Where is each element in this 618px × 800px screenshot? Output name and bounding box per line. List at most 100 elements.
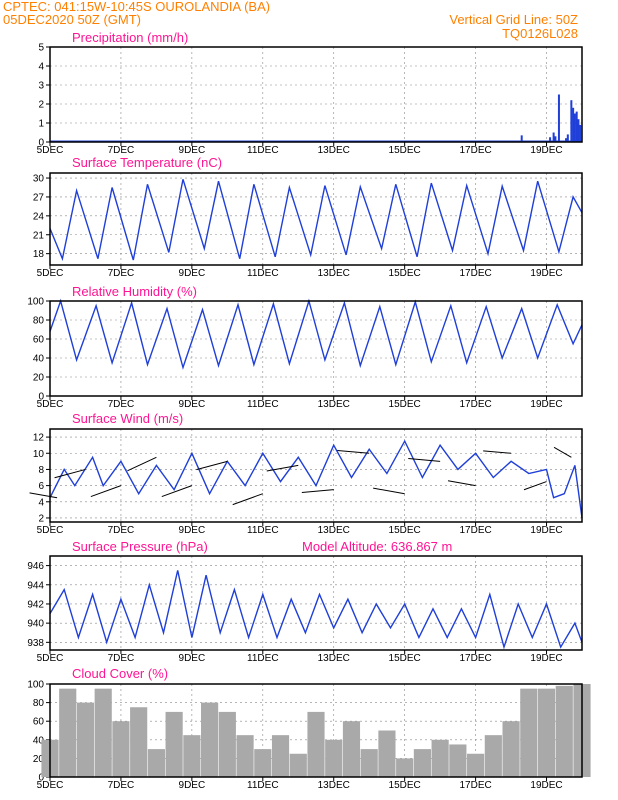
cloud-cloud-bar (94, 688, 112, 777)
wind-xtick-label: 19DEC (530, 525, 562, 536)
cloud-xtick-label: 19DEC (530, 780, 562, 791)
pressure-xtick-label: 11DEC (247, 653, 279, 664)
cloud-cloud-bar (449, 744, 467, 777)
cloud-cloud-bar (307, 711, 325, 777)
precip-xtick-label: 17DEC (459, 145, 491, 156)
wind-wind-arrow (29, 492, 58, 499)
cloud-cloud-bar (76, 702, 95, 777)
precip-xtick-label: 11DEC (247, 145, 279, 156)
cloud-cloud-bar (396, 758, 414, 777)
cloud-ytick-label: 60 (33, 717, 45, 728)
humidity-xtick-label: 13DEC (318, 399, 350, 410)
cloud-ytick-label: 20 (33, 754, 45, 765)
cloud-title: Cloud Cover (%) (72, 666, 168, 681)
cloud-ytick-label: 0 (38, 773, 44, 784)
header-right-line2: TQ0126L028 (502, 26, 578, 41)
wind-xtick-label: 9DEC (179, 525, 206, 536)
temperature-panel: 18 21 24 27 30 5DEC 7DEC 9DEC 11DEC 13DEC 15DEC 17D… (33, 172, 583, 279)
cloud-cloud-bar (520, 688, 538, 777)
precip-bar (557, 94, 560, 142)
temperature-series-line (49, 179, 583, 262)
temperature-xtick-label: 9DEC (179, 268, 206, 279)
temperature-ytick-label: 24 (33, 211, 45, 222)
humidity-xtick-label: 11DEC (247, 399, 279, 410)
cloud-cloud-bar (537, 688, 556, 777)
precip-ytick-label: 5 (38, 43, 44, 54)
wind-xtick-label: 5DEC (37, 525, 64, 536)
cloud-cloud-bar (218, 711, 236, 777)
wind-wind-arrow (127, 456, 157, 472)
pressure-xtick-label: 9DEC (179, 653, 206, 664)
wind-xtick-label: 17DEC (459, 525, 491, 536)
precip-bar (579, 124, 582, 142)
precip-xtick-label: 5DEC (37, 145, 64, 156)
precip-bar (572, 107, 575, 142)
cloud-cloud-bar (360, 749, 378, 777)
humidity-series-line (49, 298, 583, 370)
wind-ytick-label: 4 (38, 497, 44, 508)
wind-wind-arrow (373, 487, 405, 495)
wind-series-line (49, 439, 583, 519)
wind-wind-arrow (337, 449, 370, 454)
precip-xtick-label: 13DEC (318, 145, 350, 156)
cloud-cloud-bar (147, 749, 165, 777)
temperature-ytick-label: 30 (33, 174, 45, 185)
precip-bar (554, 136, 557, 142)
cloud-ytick-label: 80 (33, 698, 45, 709)
temperature-xtick-label: 11DEC (247, 268, 279, 279)
cloud-frame (49, 683, 583, 778)
temperature-xtick-label: 7DEC (108, 268, 135, 279)
cloud-cloud-bar (289, 753, 307, 777)
cloud-xtick-label: 17DEC (459, 780, 491, 791)
humidity-ytick-label: 60 (33, 335, 45, 346)
precip-ytick-label: 2 (38, 100, 44, 111)
precip-bar (520, 135, 523, 142)
cloud-cloud-bar (502, 721, 520, 777)
wind-ytick-label: 2 (38, 513, 44, 524)
humidity-xtick-label: 9DEC (179, 399, 206, 410)
wind-title: Surface Wind (m/s) (72, 411, 183, 426)
wind-wind-arrow (196, 460, 228, 471)
cloud-xtick-label: 13DEC (318, 780, 350, 791)
wind-xtick-label: 11DEC (247, 525, 279, 536)
humidity-title: Relative Humidity (%) (72, 284, 197, 299)
precip-bar (549, 137, 552, 142)
cloud-cloud-bar (378, 730, 396, 777)
humidity-xtick-label: 7DEC (108, 399, 135, 410)
cloud-xtick-label: 5DEC (37, 780, 64, 791)
temperature-ytick-label: 18 (33, 249, 45, 260)
precip-xtick-label: 15DEC (389, 145, 421, 156)
precip-ytick-label: 1 (38, 119, 44, 130)
wind-wind-arrow (90, 485, 122, 498)
header-left-line1: CPTEC: 041:15W-10:45S OUROLANDIA (BA) (3, 0, 270, 14)
precip-bar (575, 111, 578, 142)
pressure-xtick-label: 13DEC (318, 653, 350, 664)
humidity-frame (49, 300, 583, 397)
humidity-panel: 0 20 40 60 80 100 5DEC 7DEC 9DEC 11DEC 13DEC 15DEC 1… (27, 297, 583, 410)
cloud-cloud-bar (130, 707, 148, 777)
precip-bar (565, 138, 568, 142)
cloud-cloud-bar (431, 739, 449, 777)
cloud-xtick-label: 15DEC (389, 780, 421, 791)
cloud-cloud-bar (555, 685, 573, 777)
temperature-title: Surface Temperature (nC) (72, 155, 222, 170)
wind-panel: 2 4 6 8 10 12 5DEC 7DEC 9DEC 11DEC 13DEC 15DEC 17DEC… (29, 428, 583, 536)
wind-ytick-label: 10 (33, 449, 45, 460)
precip-xtick-label: 19DEC (530, 145, 562, 156)
cloud-cloud-bar (325, 739, 343, 777)
wind-ytick-label: 6 (38, 481, 44, 492)
wind-wind-arrow (447, 480, 476, 487)
cloud-cloud-bar (201, 702, 219, 777)
wind-wind-arrow (483, 450, 512, 454)
cloud-cloud-bar (236, 735, 254, 777)
humidity-xtick-label: 15DEC (389, 399, 421, 410)
pressure-panel: 938 940 942 944 946 5DEC 7DEC 9DEC 11DEC 13DEC 15D… (27, 555, 583, 664)
humidity-xtick-label: 19DEC (530, 399, 562, 410)
temperature-xtick-label: 17DEC (459, 268, 491, 279)
header-left-line2: 05DEC2020 50Z (GMT) (3, 12, 141, 27)
cloud-cloud-bar (183, 735, 201, 777)
cloud-panel: 0 20 40 60 80 100 5DEC 7DEC 9DEC 11DEC 13DEC 15DEC 1… (27, 680, 591, 791)
